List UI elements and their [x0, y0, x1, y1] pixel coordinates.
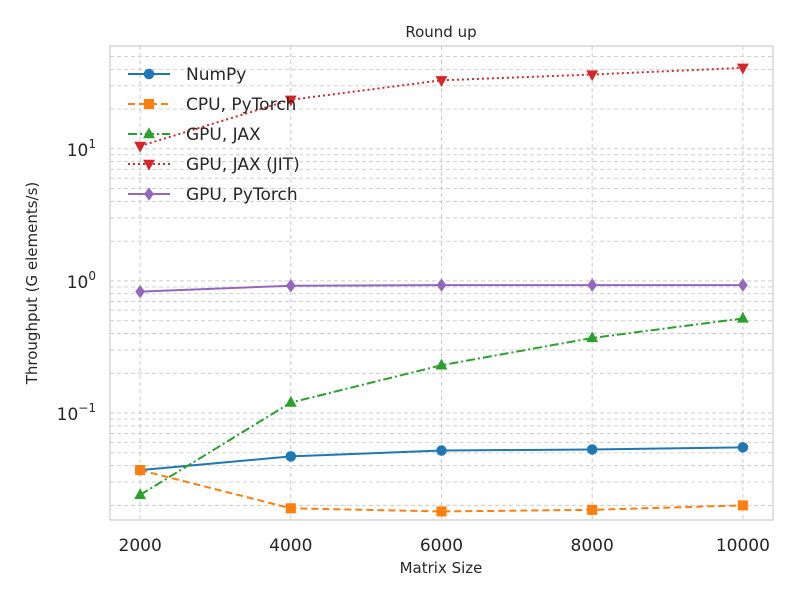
- data-point: [284, 95, 297, 107]
- data-point: [134, 141, 147, 153]
- data-point: [586, 70, 599, 82]
- y-tick-label: 100: [67, 269, 96, 293]
- x-tick-label: 6000: [420, 536, 463, 556]
- legend-label: GPU, PyTorch: [186, 185, 298, 205]
- data-point: [284, 395, 297, 407]
- y-tick-base: 10: [57, 405, 79, 425]
- chart-title: Round up: [405, 23, 476, 41]
- data-point: [737, 442, 749, 453]
- data-point: [285, 279, 296, 293]
- y-tick-exponent: 0: [88, 269, 96, 283]
- y-axis-label: Throughput (G elements/s): [23, 182, 41, 386]
- y-tick-label: 101: [67, 137, 96, 161]
- y-tick-base: 10: [67, 273, 89, 293]
- legend-marker: [143, 127, 155, 139]
- series-gpu-pytorch: [135, 278, 748, 299]
- legend-item: CPU, PyTorch: [128, 95, 296, 115]
- series-cpu-pytorch: [135, 465, 748, 517]
- legend-item: GPU, JAX (JIT): [128, 155, 300, 175]
- legend-label: GPU, JAX (JIT): [186, 155, 300, 175]
- plot-frame: [109, 45, 774, 521]
- legend-label: CPU, PyTorch: [186, 95, 296, 115]
- data-point: [736, 63, 749, 75]
- data-point: [436, 506, 447, 517]
- y-tick-exponent: 1: [88, 137, 96, 151]
- legend: NumPy CPU, PyTorch GPU, JAX GPU, JAX (JIT) G…: [128, 65, 300, 205]
- data-point: [285, 503, 296, 514]
- y-tick-base: 10: [67, 141, 89, 161]
- legend-marker: [143, 68, 155, 80]
- x-tick-label: 10000: [716, 536, 770, 556]
- data-point: [586, 444, 598, 455]
- x-tick-label: 4000: [269, 536, 312, 556]
- data-point: [587, 504, 598, 515]
- series-gpu-jax: [134, 311, 749, 500]
- legend-marker: [143, 159, 155, 171]
- data-point: [435, 76, 448, 87]
- series-layer: [134, 63, 749, 517]
- legend-item: GPU, PyTorch: [128, 185, 298, 205]
- legend-marker: [143, 98, 155, 110]
- data-point: [435, 358, 448, 370]
- data-point: [135, 284, 146, 299]
- data-point: [737, 278, 748, 292]
- data-point: [587, 278, 598, 292]
- data-point: [737, 500, 748, 511]
- legend-item: GPU, JAX: [128, 125, 261, 145]
- legend-label: GPU, JAX: [186, 125, 261, 145]
- legend-item: NumPy: [128, 65, 246, 85]
- data-point: [436, 445, 447, 456]
- data-point: [134, 488, 147, 500]
- series-gpu-jax-jit: [134, 63, 749, 153]
- series-line: [139, 469, 743, 513]
- x-tick-label: 8000: [571, 536, 614, 556]
- series-line: [139, 66, 743, 147]
- legend-label: NumPy: [186, 65, 246, 85]
- y-tick-label: 10−1: [57, 401, 96, 425]
- grid-layer: [110, 45, 773, 520]
- data-point: [135, 465, 146, 476]
- data-point: [736, 311, 749, 323]
- data-point: [285, 451, 297, 462]
- data-point: [586, 331, 599, 343]
- x-tick-label: 2000: [119, 536, 162, 556]
- data-point: [436, 278, 447, 292]
- y-tick-exponent: −1: [78, 401, 96, 415]
- legend-marker: [144, 187, 154, 201]
- x-axis-label: Matrix Size: [400, 559, 483, 577]
